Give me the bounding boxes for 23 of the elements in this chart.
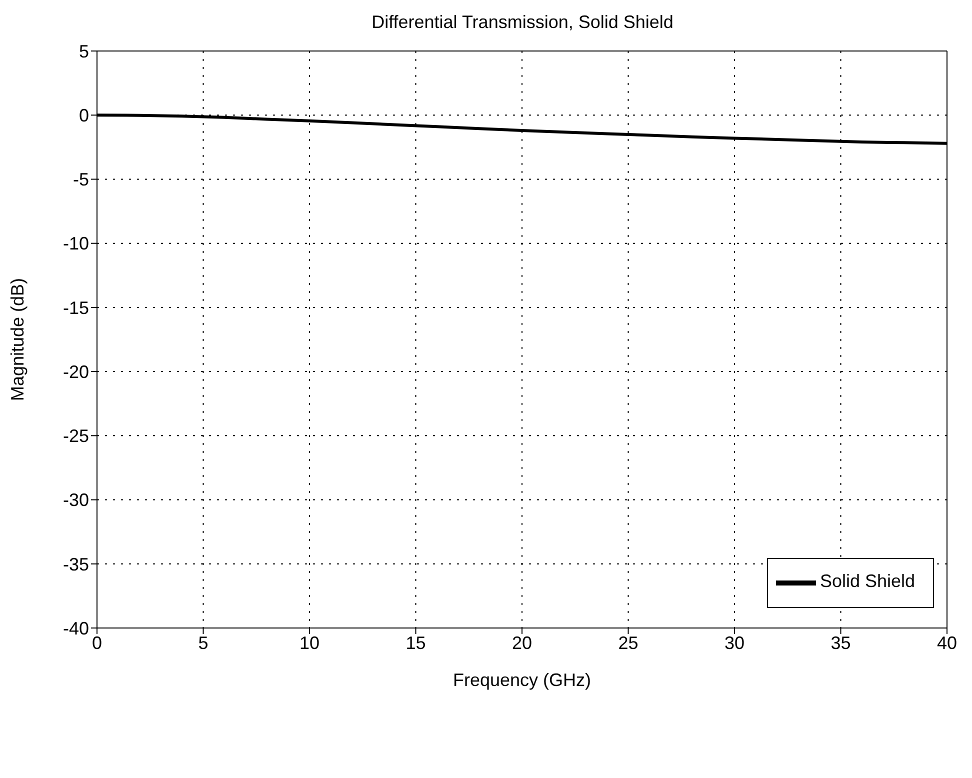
x-tick-label: 25 [618, 632, 638, 653]
x-tick-label: 15 [406, 632, 426, 653]
y-tick-label: -15 [62, 298, 89, 318]
x-tick-label: 20 [512, 632, 532, 653]
y-tick-label: -25 [62, 426, 89, 446]
y-tick-label: -30 [62, 490, 89, 510]
x-tick-label: 40 [936, 632, 958, 653]
y-tick-label: -5 [72, 170, 89, 190]
chart-title: Differential Transmission, Solid Shield [370, 12, 674, 33]
y-tick-label: 0 [78, 106, 89, 126]
x-tick-label: 30 [724, 632, 745, 653]
x-tick-label: 5 [198, 632, 208, 653]
legend-label: Solid Shield [820, 571, 915, 592]
y-tick-label: -10 [62, 234, 89, 254]
x-axis-title: Frequency (GHz) [452, 670, 592, 690]
y-tick-label: -40 [62, 618, 89, 638]
y-tick-label: -20 [62, 362, 89, 382]
x-tick-label: 10 [299, 632, 320, 653]
y-axis-title: Magnitude (dB) [7, 278, 28, 402]
x-tick-label: 0 [92, 632, 102, 653]
y-tick-label: -35 [62, 554, 89, 574]
y-tick-label: 5 [78, 41, 89, 62]
x-tick-label: 35 [830, 632, 851, 653]
